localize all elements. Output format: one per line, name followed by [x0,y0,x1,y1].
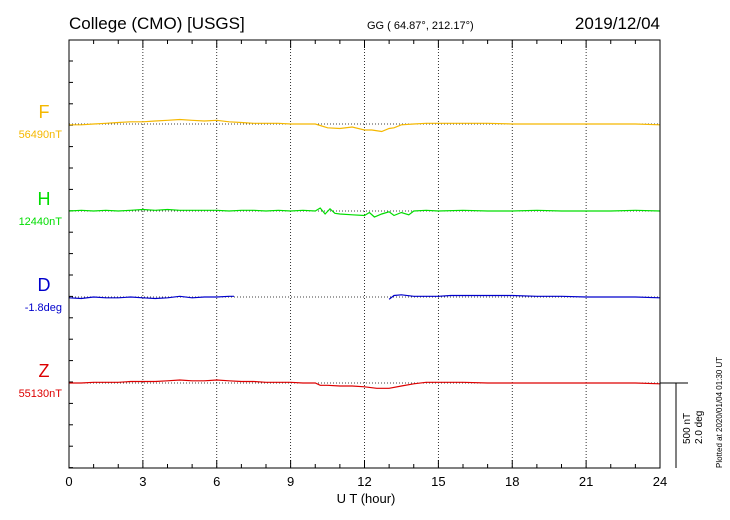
x-tick-label: 0 [65,474,72,489]
series-layer [68,118,661,389]
series-name-H: H [38,189,51,209]
series-line-D [68,295,234,300]
x-tick-label: 6 [213,474,220,489]
station-coords: GG ( 64.87°, 212.17°) [367,20,474,32]
x-tick-label: 3 [139,474,146,489]
series-name-Z: Z [39,361,50,381]
series-baseline-F: 56490nT [19,129,63,141]
series-name-F: F [39,102,50,122]
series-baseline-D: -1.8deg [25,302,62,314]
series-baseline-H: 12440nT [19,216,63,228]
series-labels: F 56490nT H 12440nT D -1.8deg Z 55130nT [19,102,63,400]
scale-label-nt: 500 nT [682,413,693,444]
plotted-note: Plotted at 2020/01/04 01:30 UT [715,357,724,468]
chart-title: College (CMO) [USGS] [69,14,245,33]
plot-frame [68,39,661,469]
chart-date: 2019/12/04 [575,14,660,33]
scale-bar: 500 nT 2.0 deg [660,382,705,468]
x-axis-label: U T (hour) [337,491,396,506]
series-line-D [388,294,661,300]
x-tick-label: 21 [579,474,593,489]
grid-lines [69,40,660,468]
x-tick-label: 24 [653,474,667,489]
scale-label-deg: 2.0 deg [694,411,705,444]
x-axis: 0 3 6 9 12 15 18 21 24 [65,40,667,489]
x-tick-label: 18 [505,474,519,489]
series-baseline-Z: 55130nT [19,388,63,400]
x-tick-label: 12 [357,474,371,489]
series-name-D: D [38,275,51,295]
x-tick-label: 15 [431,474,445,489]
series-line-Z [69,379,661,389]
series-line-F [69,118,661,133]
x-tick-label: 9 [287,474,294,489]
series-line-H [68,207,661,218]
